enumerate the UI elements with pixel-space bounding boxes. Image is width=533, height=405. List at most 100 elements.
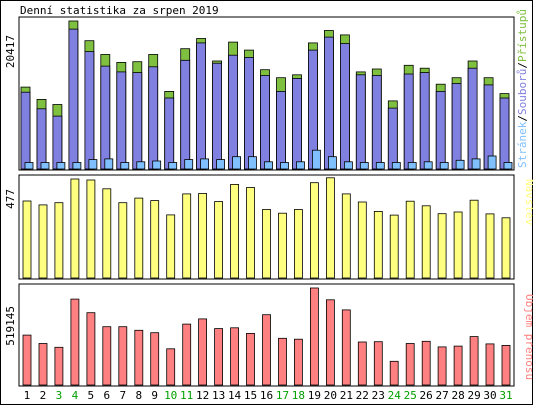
bar-hits-Stránek-day-18 (296, 161, 305, 170)
bar-hits-Souborů-day-17 (276, 91, 286, 170)
bar-hits-Souborů-day-29 (467, 67, 478, 170)
x-tick-label-day-23: 23 (372, 389, 385, 402)
bar-hits-Souborů-day-8 (132, 72, 143, 170)
legend-entry-Přístupů: Přístupů (516, 9, 529, 62)
x-tick-label-day-24: 24 (388, 389, 402, 402)
bar-hits-Stránek-day-24 (391, 162, 401, 170)
x-tick-label-day-12: 12 (196, 389, 209, 402)
bar-hits-Souborů-day-23 (371, 75, 382, 170)
bar-visits-Návštěv-day-6 (102, 188, 112, 279)
x-tick-label-day-14: 14 (228, 389, 242, 402)
panel-kbytes-max-label: 519145 (4, 306, 17, 346)
x-tick-label-day-13: 13 (212, 389, 225, 402)
bar-hits-Souborů-day-13 (212, 62, 223, 170)
x-tick-label-day-20: 20 (324, 389, 337, 402)
bar-visits-Návštěv-day-28 (453, 211, 463, 279)
bar-kbytes-Objem přenosu-day-31 (501, 344, 511, 386)
x-tick-label-day-6: 6 (104, 389, 111, 402)
bar-visits-Návštěv-day-8 (134, 197, 144, 279)
bar-hits-Stránek-day-12 (200, 158, 210, 170)
x-tick-label-day-27: 27 (436, 389, 449, 402)
x-tick-label-day-8: 8 (135, 389, 142, 402)
bar-visits-Návštěv-day-13 (214, 201, 224, 279)
x-tick-label-day-25: 25 (404, 389, 417, 402)
bar-kbytes-Objem přenosu-day-28 (453, 345, 463, 386)
bar-visits-Návštěv-day-20 (325, 177, 335, 279)
bar-hits-Stránek-day-4 (72, 162, 82, 170)
bar-visits-Návštěv-day-15 (246, 187, 255, 279)
legend-entry-Souborů: Souborů (516, 69, 529, 115)
panel-visits-max-label: 477 (4, 189, 17, 209)
bar-visits-Návštěv-day-30 (485, 213, 495, 279)
bar-hits-Stránek-day-28 (455, 159, 465, 170)
x-tick-label-day-17: 17 (276, 389, 289, 402)
bar-hits-Souborů-day-22 (355, 74, 366, 170)
bar-kbytes-Objem přenosu-day-4 (70, 298, 80, 386)
legend-entry-Stránek: Stránek (516, 121, 529, 168)
bar-hits-Stránek-day-23 (375, 162, 385, 170)
bar-hits-Stránek-day-2 (40, 162, 50, 170)
bar-visits-Návštěv-day-4 (70, 178, 80, 279)
legend-visits: Návštěv (523, 179, 533, 226)
bar-hits-Stránek-day-20 (327, 156, 337, 170)
bar-kbytes-Objem přenosu-day-23 (373, 341, 383, 386)
bar-kbytes-Objem přenosu-day-21 (341, 309, 351, 386)
bar-kbytes-Objem přenosu-day-19 (309, 287, 319, 386)
bar-hits-Souborů-day-25 (403, 73, 414, 170)
bar-visits-Návštěv-day-12 (198, 193, 208, 279)
bar-kbytes-Objem přenosu-day-25 (405, 343, 415, 386)
bar-visits-Návštěv-day-11 (182, 193, 192, 279)
bar-kbytes-Objem přenosu-day-16 (262, 314, 271, 386)
bar-hits-Stránek-day-13 (216, 159, 226, 170)
x-tick-label-day-11: 11 (180, 389, 193, 402)
bar-hits-Stránek-day-14 (232, 156, 242, 170)
bar-kbytes-Objem přenosu-day-7 (118, 326, 128, 386)
bar-visits-Návštěv-day-27 (437, 213, 447, 279)
bar-visits-Návštěv-day-7 (118, 202, 128, 279)
bar-kbytes-Objem přenosu-day-12 (198, 318, 208, 386)
bar-hits-Stránek-day-25 (407, 162, 417, 170)
bar-hits-Souborů-day-31 (499, 97, 510, 170)
bar-hits-Souborů-day-27 (435, 91, 446, 170)
x-tick-label-day-9: 9 (151, 389, 158, 402)
bar-hits-Stránek-day-11 (184, 159, 194, 170)
bar-kbytes-Objem přenosu-day-14 (230, 327, 240, 386)
bar-kbytes-Objem přenosu-day-2 (38, 343, 48, 386)
bar-kbytes-Objem přenosu-day-5 (86, 312, 96, 386)
panel-hits-max-label: 20417 (4, 35, 17, 68)
bar-hits-Stránek-day-15 (248, 156, 257, 170)
bar-hits-Stránek-day-10 (168, 162, 178, 170)
bar-hits-Stránek-day-30 (487, 155, 497, 170)
bar-kbytes-Objem přenosu-day-6 (102, 326, 112, 386)
x-tick-label-day-29: 29 (467, 389, 480, 402)
bar-hits-Stránek-day-1 (24, 162, 34, 170)
bar-kbytes-Objem přenosu-day-18 (293, 338, 303, 386)
bar-hits-Souborů-day-14 (228, 54, 239, 170)
bar-visits-Návštěv-day-3 (54, 202, 64, 279)
bar-hits-Souborů-day-7 (116, 71, 127, 170)
bar-hits-Souborů-day-11 (180, 59, 191, 170)
bar-hits-Souborů-day-16 (260, 75, 270, 170)
bar-kbytes-Objem přenosu-day-8 (134, 329, 144, 386)
bar-hits-Souborů-day-5 (84, 51, 95, 170)
bar-visits-Návštěv-day-2 (38, 204, 48, 279)
bar-hits-Souborů-day-12 (196, 42, 207, 170)
bar-visits-Návštěv-day-25 (405, 200, 415, 279)
x-tick-label-day-16: 16 (260, 389, 273, 402)
x-tick-label-day-31: 31 (499, 389, 512, 402)
x-tick-label-day-26: 26 (420, 389, 433, 402)
legend-kbytes: Objem přenosu (523, 294, 533, 380)
bar-visits-Návštěv-day-21 (341, 193, 351, 279)
x-tick-label-day-28: 28 (451, 389, 464, 402)
bar-hits-Souborů-day-6 (100, 65, 111, 170)
bar-kbytes-Objem přenosu-day-3 (54, 346, 64, 386)
bar-hits-Stránek-day-22 (359, 162, 369, 170)
bar-visits-Návštěv-day-10 (166, 214, 176, 279)
bar-hits-Souborů-day-24 (387, 107, 398, 170)
bar-hits-Stránek-day-21 (343, 161, 353, 170)
bar-kbytes-Objem přenosu-day-29 (469, 336, 479, 386)
x-tick-label-day-3: 3 (56, 389, 63, 402)
x-tick-label-day-22: 22 (356, 389, 369, 402)
legend-hits: Stránek/Souborů/Přístupů (516, 9, 529, 168)
x-tick-label-day-2: 2 (40, 389, 47, 402)
